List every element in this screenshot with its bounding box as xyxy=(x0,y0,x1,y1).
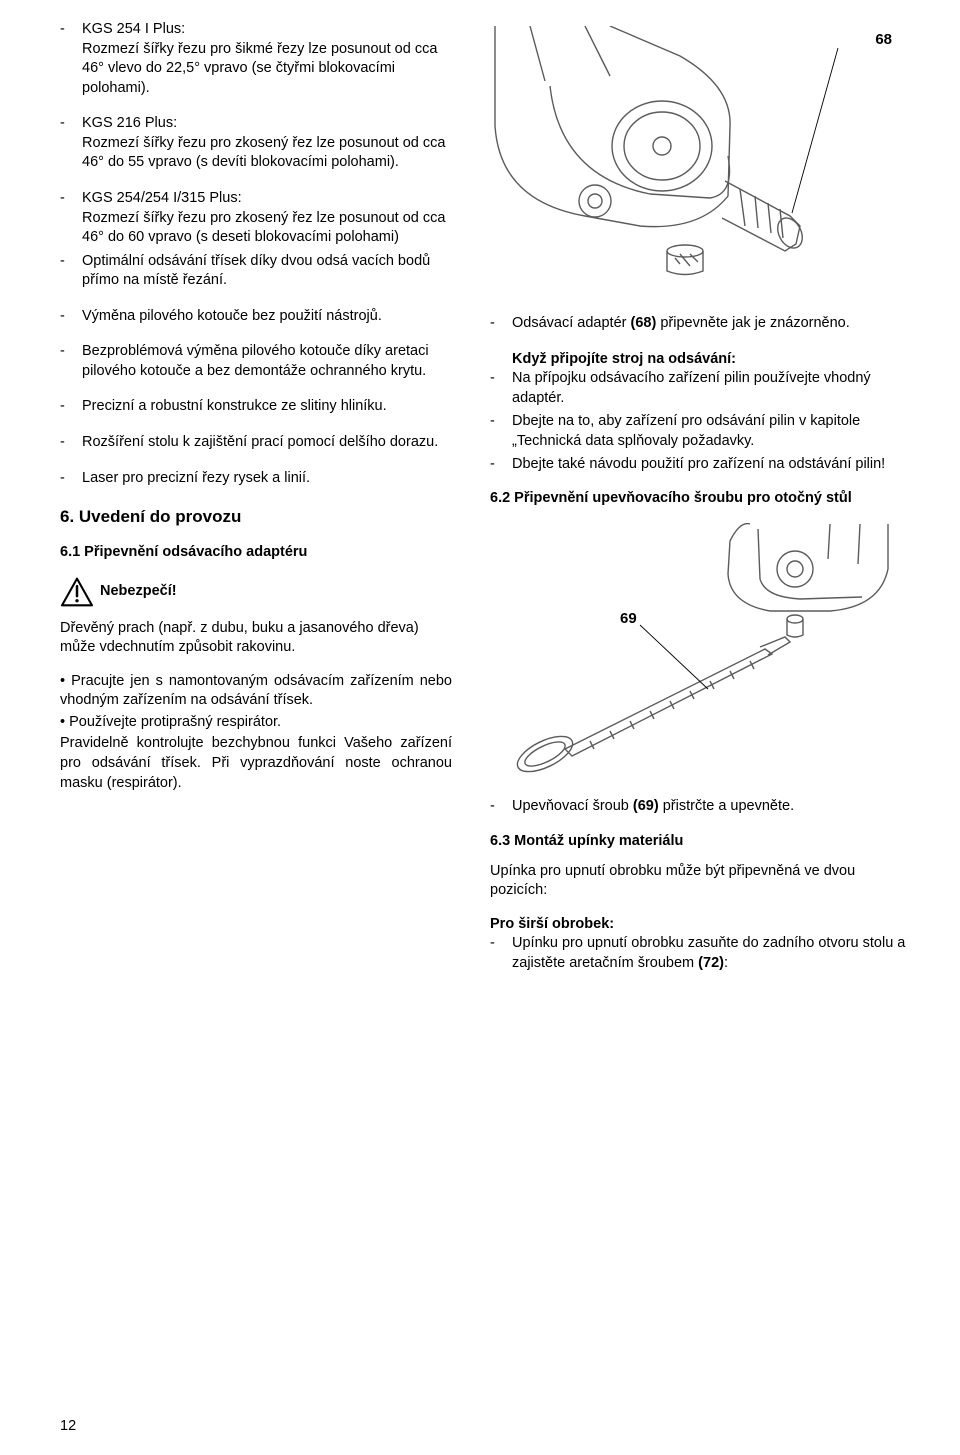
figure-label-68: 68 xyxy=(875,30,892,50)
figure-69: 69 xyxy=(490,519,910,779)
section-6-2-title: 6.2 Připevnění upevňovacího šroubu pro o… xyxy=(490,489,910,509)
list-item: - KGS 216 Plus: Rozmezí šířky řezu pro z… xyxy=(60,114,452,173)
section-6-1-title: 6.1 Připevnění odsávacího adaptéru xyxy=(60,543,452,563)
left-column: - KGS 254 I Plus: Rozmezí šířky řezu pro… xyxy=(60,20,452,977)
list-item: - Odsávací adaptér (68) připevněte jak j… xyxy=(490,314,910,334)
section-6-title: 6. Uvedení do provozu xyxy=(60,506,452,529)
list-item: - Laser pro precizní řezy rysek a linií. xyxy=(60,469,452,489)
list-item: - Upínku pro upnutí obrobku zasuňte do z… xyxy=(490,934,910,973)
wider-title: Pro širší obrobek: xyxy=(490,915,910,935)
right-column: 68 xyxy=(490,20,910,977)
section-6-3-title: 6.3 Montáž upínky materiálu xyxy=(490,832,910,852)
text: Odsávací adaptér (68) připevněte jak je … xyxy=(512,315,850,331)
page-number: 12 xyxy=(60,1417,76,1437)
warning-icon xyxy=(60,577,94,607)
danger-label: Nebezpečí! xyxy=(100,582,177,602)
connect-title: Když připojíte stroj na odsávání: xyxy=(512,350,910,370)
mechanical-illustration xyxy=(490,519,890,774)
list-item: - Optimální odsávání třísek díky dvou od… xyxy=(60,252,452,291)
mechanical-illustration xyxy=(490,26,870,286)
warning-row: Nebezpečí! xyxy=(60,577,452,607)
paragraph: Dřevěný prach (např. z dubu, buku a jasa… xyxy=(60,619,452,658)
list-item: -Na přípojku odsávacího zařízení pilin p… xyxy=(490,369,910,408)
list-item: -Dbejte na to, aby zařízení pro odsávání… xyxy=(490,412,910,451)
list-item: - Výměna pilového kotouče bez použití ná… xyxy=(60,307,452,327)
list-item: - Bezproblémová výměna pilového kotouče … xyxy=(60,342,452,381)
list-item: - KGS 254 I Plus: Rozmezí šířky řezu pro… xyxy=(60,20,452,98)
text: Upínku pro upnutí obrobku zasuňte do zad… xyxy=(512,935,905,971)
paragraph: Upínka pro upnutí obrobku může být připe… xyxy=(490,862,910,901)
bullet: Pravidelně kontrolujte bezchybnou funkci… xyxy=(60,734,452,793)
list-item: - Precizní a robustní konstrukce ze slit… xyxy=(60,397,452,417)
figure-label-69: 69 xyxy=(620,609,637,629)
list-item: - KGS 254/254 I/315 Plus: Rozmezí šířky … xyxy=(60,189,452,248)
bullet: • Používejte protiprašný respirátor. xyxy=(60,713,452,733)
figure-68: 68 xyxy=(490,26,910,296)
text: Upevňovací šroub (69) přistrčte a upevně… xyxy=(512,798,794,814)
list-item: - Rozšíření stolu k zajištění prací pomo… xyxy=(60,433,452,453)
list-item: - Upevňovací šroub (69) přistrčte a upev… xyxy=(490,797,910,817)
bullet: • Pracujte jen s namontovaným odsávacím … xyxy=(60,672,452,711)
list-item: -Dbejte také návodu použití pro zařízení… xyxy=(490,455,910,475)
